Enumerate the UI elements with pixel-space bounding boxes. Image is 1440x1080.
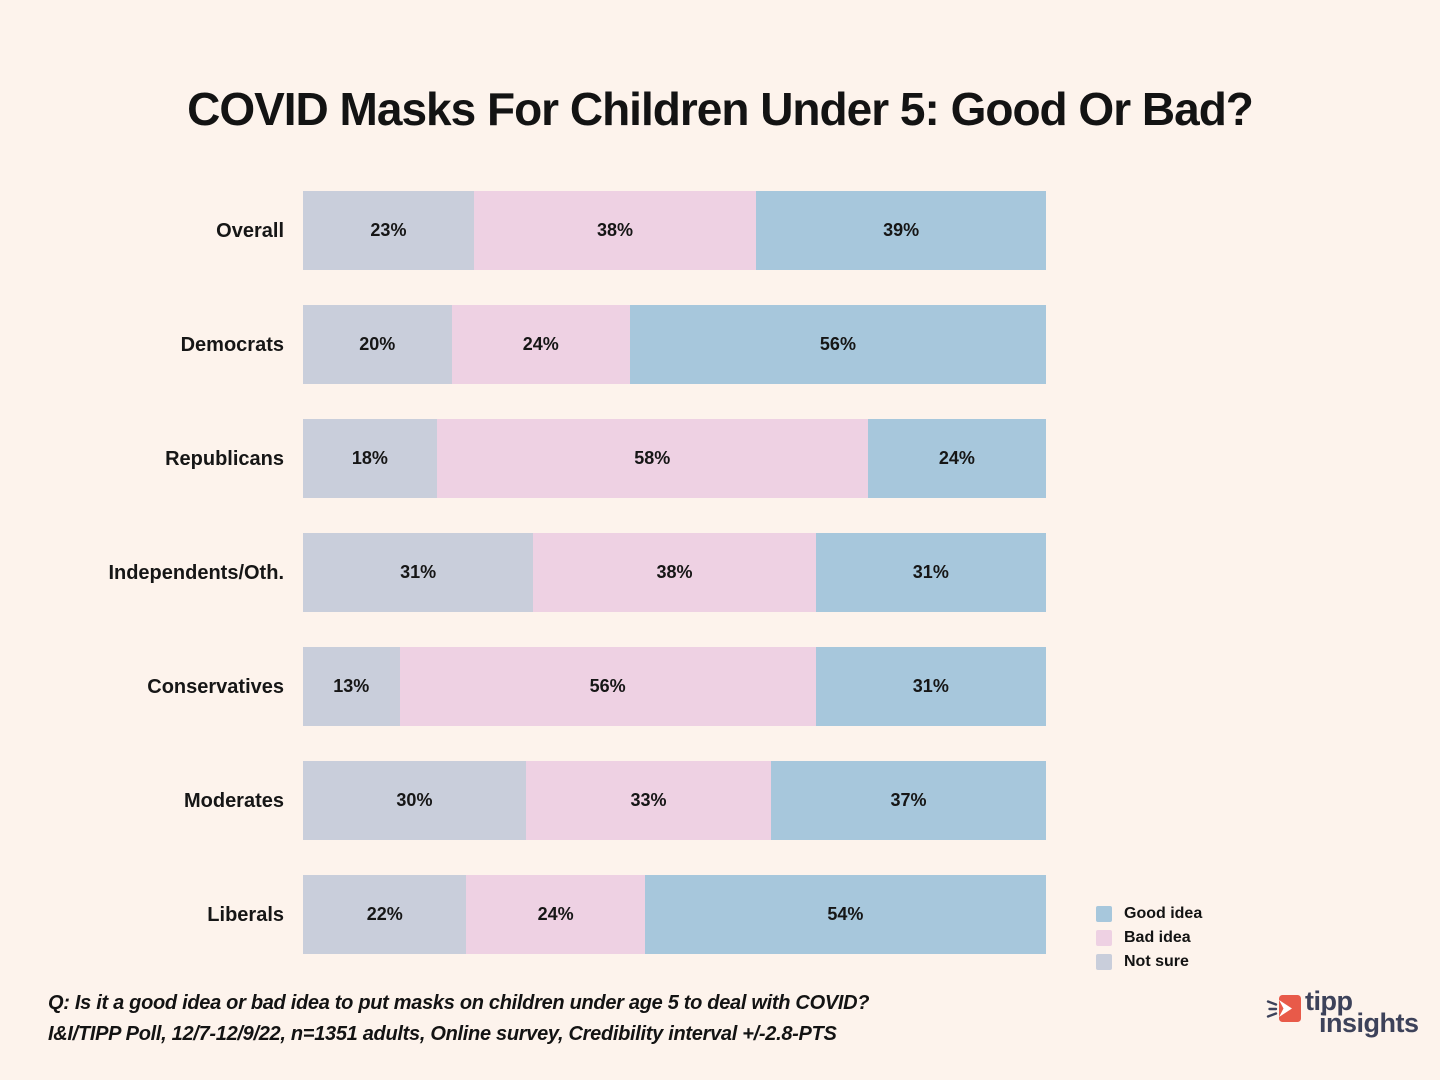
bar-segment-not-sure: 30% bbox=[303, 761, 526, 840]
stacked-bar: 30% 33% 37% bbox=[303, 761, 1046, 840]
bar-row: Republicans 18% 58% 24% bbox=[0, 419, 1046, 498]
footer-notes: Q: Is it a good idea or bad idea to put … bbox=[48, 988, 870, 1050]
stacked-bar: 13% 56% 31% bbox=[303, 647, 1046, 726]
bar-row: Moderates 30% 33% 37% bbox=[0, 761, 1046, 840]
category-label: Moderates bbox=[183, 789, 284, 812]
legend-label: Bad idea bbox=[1124, 929, 1191, 946]
logo-line-insights: insights bbox=[1319, 1008, 1419, 1038]
legend-chip-not-sure-icon bbox=[1096, 954, 1112, 970]
legend-chip-good-idea-icon bbox=[1096, 906, 1112, 922]
bar-segment-bad-idea: 38% bbox=[473, 191, 757, 270]
logo-text: tipp insights bbox=[1305, 986, 1419, 1038]
bar-segment-not-sure: 18% bbox=[303, 419, 437, 498]
legend-label: Good idea bbox=[1124, 905, 1203, 922]
category-label: Liberals bbox=[207, 903, 284, 926]
bar-row: Democrats 20% 24% 56% bbox=[0, 305, 1046, 384]
bar-row: Conservatives 13% 56% 31% bbox=[0, 647, 1046, 726]
legend: Good idea Bad idea Not sure bbox=[1096, 902, 1202, 974]
bar-segment-good-idea: 56% bbox=[629, 305, 1046, 384]
bar-segment-bad-idea: 24% bbox=[466, 875, 645, 954]
bar-segment-not-sure: 22% bbox=[303, 875, 467, 954]
category-label: Independents/Oth. bbox=[108, 561, 284, 584]
bar-segment-good-idea: 24% bbox=[867, 419, 1046, 498]
chart-title: COVID Masks For Children Under 5: Good O… bbox=[187, 83, 1254, 135]
bar-row: Independents/Oth. 31% 38% 31% bbox=[0, 533, 1046, 612]
category-label: Republicans bbox=[165, 447, 284, 470]
bar-segment-good-idea: 31% bbox=[815, 647, 1046, 726]
tipp-insights-logo: tipp insights bbox=[1266, 986, 1419, 1038]
tipp-arrow-icon bbox=[1266, 992, 1302, 1035]
legend-item-good-idea: Good idea bbox=[1096, 902, 1202, 926]
bar-segment-bad-idea: 58% bbox=[436, 419, 868, 498]
stacked-bar: 31% 38% 31% bbox=[303, 533, 1046, 612]
stacked-bar: 18% 58% 24% bbox=[303, 419, 1046, 498]
bar-segment-bad-idea: 24% bbox=[451, 305, 630, 384]
bar-segment-bad-idea: 56% bbox=[399, 647, 816, 726]
bar-segment-not-sure: 13% bbox=[303, 647, 400, 726]
category-label: Conservatives bbox=[147, 675, 284, 698]
bar-row: Liberals 22% 24% 54% bbox=[0, 875, 1046, 954]
bar-chart: Overall 23% 38% 39% Democrats 20% 24% 56% Republ… bbox=[0, 191, 1046, 989]
legend-item-bad-idea: Bad idea bbox=[1096, 926, 1202, 950]
logo-line-tipp: tipp bbox=[1305, 986, 1353, 1016]
bar-segment-bad-idea: 33% bbox=[525, 761, 772, 840]
bar-segment-good-idea: 37% bbox=[771, 761, 1046, 840]
bar-row: Overall 23% 38% 39% bbox=[0, 191, 1046, 270]
bar-segment-good-idea: 54% bbox=[644, 875, 1046, 954]
category-label: Overall bbox=[216, 219, 284, 242]
legend-chip-bad-idea-icon bbox=[1096, 930, 1112, 946]
stacked-bar: 23% 38% 39% bbox=[303, 191, 1046, 270]
stacked-bar: 20% 24% 56% bbox=[303, 305, 1046, 384]
footer-source: I&I/TIPP Poll, 12/7-12/9/22, n=1351 adul… bbox=[48, 1023, 837, 1045]
legend-item-not-sure: Not sure bbox=[1096, 950, 1202, 974]
bar-segment-not-sure: 20% bbox=[303, 305, 452, 384]
stacked-bar: 22% 24% 54% bbox=[303, 875, 1046, 954]
bar-segment-good-idea: 31% bbox=[815, 533, 1046, 612]
category-label: Democrats bbox=[180, 333, 284, 356]
legend-label: Not sure bbox=[1124, 953, 1189, 970]
bar-segment-not-sure: 23% bbox=[303, 191, 474, 270]
bar-segment-good-idea: 39% bbox=[756, 191, 1046, 270]
footer-question: Q: Is it a good idea or bad idea to put … bbox=[48, 992, 870, 1014]
bar-segment-bad-idea: 38% bbox=[533, 533, 816, 612]
bar-segment-not-sure: 31% bbox=[303, 533, 534, 612]
